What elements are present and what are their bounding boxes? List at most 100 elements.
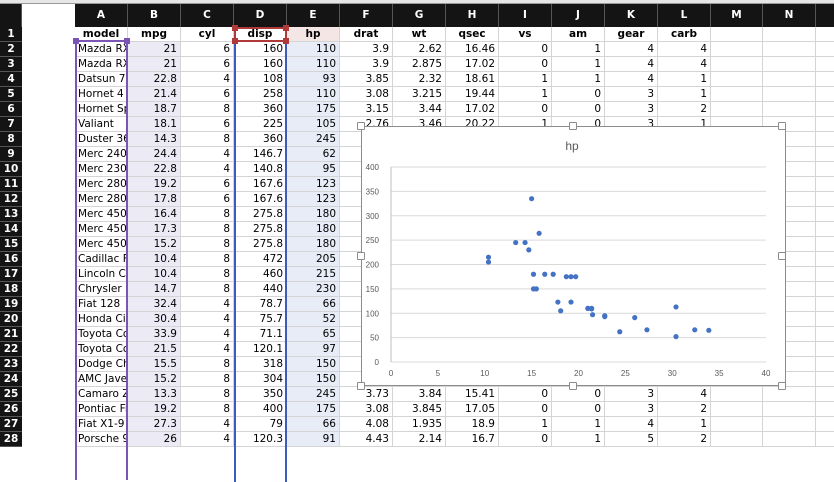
column-header-E[interactable]: E [287,4,340,27]
cell-N27[interactable] [763,417,816,432]
cell-E23[interactable]: 150 [287,357,340,372]
cell-O2[interactable] [816,42,834,57]
cell-D2[interactable]: 160 [234,42,287,57]
cell-J25[interactable]: 0 [552,387,605,402]
cell-E22[interactable]: 97 [287,342,340,357]
cell-B14[interactable]: 17.3 [128,222,181,237]
cell-B3[interactable]: 21 [128,57,181,72]
cell-N2[interactable] [763,42,816,57]
row-header-26[interactable]: 26 [0,402,22,417]
cell-B18[interactable]: 14.7 [128,282,181,297]
cell-A12[interactable]: Merc 280C [75,192,128,207]
cell-O1[interactable] [816,27,834,42]
cell-M6[interactable] [711,102,763,117]
cell-A13[interactable]: Merc 450SE [75,207,128,222]
column-header-K[interactable]: K [605,4,658,27]
cell-A19[interactable]: Fiat 128 [75,297,128,312]
cell-C21[interactable]: 4 [181,327,234,342]
cell-N7[interactable] [763,117,816,132]
cell-N12[interactable] [763,192,816,207]
cell-E26[interactable]: 175 [287,402,340,417]
cell-D18[interactable]: 440 [234,282,287,297]
cell-A9[interactable]: Merc 240D [75,147,128,162]
cell-D23[interactable]: 318 [234,357,287,372]
cell-C19[interactable]: 4 [181,297,234,312]
cell-C25[interactable]: 8 [181,387,234,402]
cell-L27[interactable]: 1 [658,417,711,432]
cell-D3[interactable]: 160 [234,57,287,72]
cell-B24[interactable]: 15.2 [128,372,181,387]
cell-N8[interactable] [763,132,816,147]
cell-O6[interactable] [816,102,834,117]
cell-N14[interactable] [763,222,816,237]
cell-O27[interactable] [816,417,834,432]
row-header-22[interactable]: 22 [0,342,22,357]
row-header-2[interactable]: 2 [0,42,22,57]
cell-D16[interactable]: 472 [234,252,287,267]
cell-J26[interactable]: 0 [552,402,605,417]
cell-E8[interactable]: 245 [287,132,340,147]
cell-C5[interactable]: 6 [181,87,234,102]
cell-L1[interactable]: carb [658,27,711,42]
row-header-25[interactable]: 25 [0,387,22,402]
cell-B6[interactable]: 18.7 [128,102,181,117]
cell-D13[interactable]: 275.8 [234,207,287,222]
chart-resize-handle[interactable] [778,382,786,390]
cell-D7[interactable]: 225 [234,117,287,132]
cell-O7[interactable] [816,117,834,132]
cell-O25[interactable] [816,387,834,402]
cell-H28[interactable]: 16.7 [446,432,499,447]
cell-D11[interactable]: 167.6 [234,177,287,192]
cell-G25[interactable]: 3.84 [393,387,446,402]
cell-D25[interactable]: 350 [234,387,287,402]
cell-M5[interactable] [711,87,763,102]
cell-E19[interactable]: 66 [287,297,340,312]
cell-D20[interactable]: 75.7 [234,312,287,327]
cell-O11[interactable] [816,177,834,192]
cell-O5[interactable] [816,87,834,102]
cell-N13[interactable] [763,207,816,222]
cell-B8[interactable]: 14.3 [128,132,181,147]
cell-K1[interactable]: gear [605,27,658,42]
cell-C22[interactable]: 4 [181,342,234,357]
cell-N28[interactable] [763,432,816,447]
column-header-H[interactable]: H [446,4,499,27]
cell-M27[interactable] [711,417,763,432]
cell-G4[interactable]: 2.32 [393,72,446,87]
row-header-21[interactable]: 21 [0,327,22,342]
cell-L4[interactable]: 1 [658,72,711,87]
cell-G1[interactable]: wt [393,27,446,42]
cell-B11[interactable]: 19.2 [128,177,181,192]
row-header-6[interactable]: 6 [0,102,22,117]
row-header-1[interactable]: 1 [0,27,22,42]
cell-D14[interactable]: 275.8 [234,222,287,237]
column-header-C[interactable]: C [181,4,234,27]
cell-K6[interactable]: 3 [605,102,658,117]
cell-C2[interactable]: 6 [181,42,234,57]
cell-C8[interactable]: 8 [181,132,234,147]
cell-A7[interactable]: Valiant [75,117,128,132]
cell-N21[interactable] [763,327,816,342]
cell-I26[interactable]: 0 [499,402,552,417]
cell-N23[interactable] [763,357,816,372]
cell-A16[interactable]: Cadillac Fleetwood [75,252,128,267]
cell-N22[interactable] [763,342,816,357]
cell-K2[interactable]: 4 [605,42,658,57]
cell-B17[interactable]: 10.4 [128,267,181,282]
cell-I4[interactable]: 1 [499,72,552,87]
cell-K3[interactable]: 4 [605,57,658,72]
cell-C12[interactable]: 6 [181,192,234,207]
cell-A11[interactable]: Merc 280 [75,177,128,192]
cell-N24[interactable] [763,372,816,387]
cell-K27[interactable]: 4 [605,417,658,432]
cell-A26[interactable]: Pontiac Firebird [75,402,128,417]
cell-B10[interactable]: 22.8 [128,162,181,177]
cell-D24[interactable]: 304 [234,372,287,387]
chart-resize-handle[interactable] [569,122,577,130]
selection-handle[interactable] [232,38,238,44]
cell-G6[interactable]: 3.44 [393,102,446,117]
row-header-10[interactable]: 10 [0,162,22,177]
cell-F26[interactable]: 3.08 [340,402,393,417]
cell-D9[interactable]: 146.7 [234,147,287,162]
cell-D8[interactable]: 360 [234,132,287,147]
